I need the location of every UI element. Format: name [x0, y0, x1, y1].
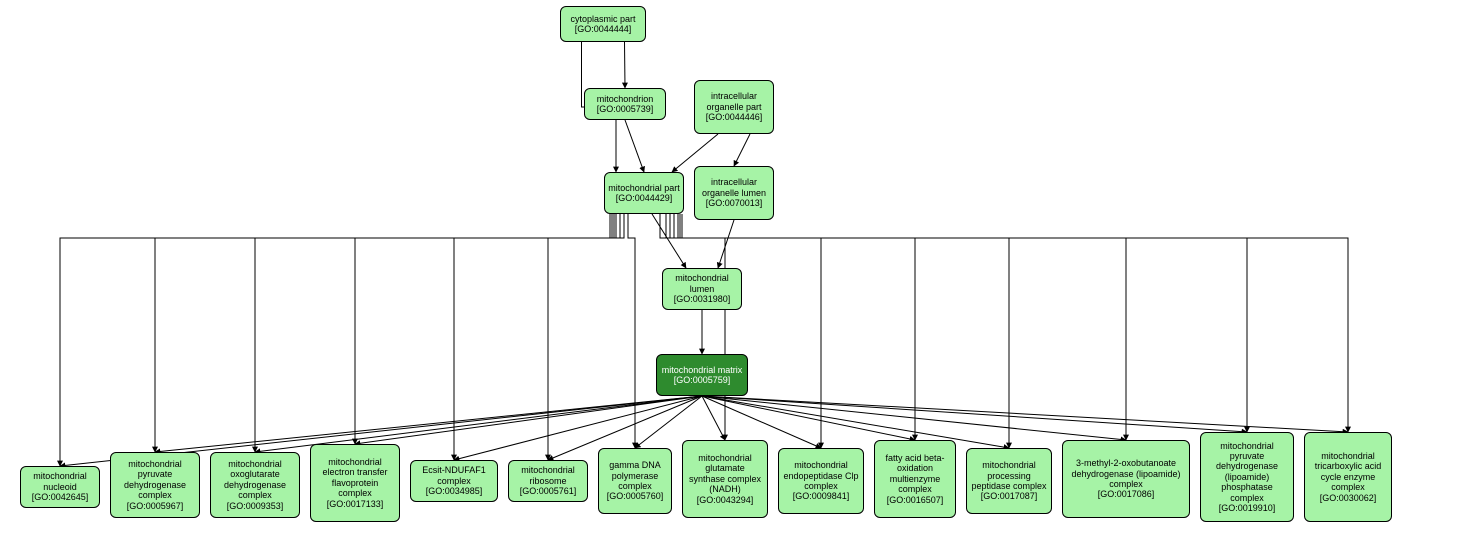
edge	[355, 214, 616, 444]
node-label: mitochondrial processing peptidase compl…	[970, 460, 1048, 491]
edge	[702, 396, 1247, 432]
node-go-id: [GO:0016507]	[887, 495, 944, 505]
node-go-id: [GO:0044429]	[616, 193, 673, 203]
node-leaf_tca[interactable]: mitochondrial tricarboxylic acid cycle e…	[1304, 432, 1392, 522]
node-go-id: [GO:0017087]	[981, 491, 1038, 501]
edge	[155, 396, 702, 452]
edge	[670, 214, 915, 440]
node-go-id: [GO:0017133]	[327, 499, 384, 509]
edge	[628, 214, 635, 448]
node-label: gamma DNA polymerase complex	[602, 460, 668, 491]
node-label: mitochondrial endopeptidase Clp complex	[782, 460, 860, 491]
node-leaf_fatty[interactable]: fatty acid beta-oxidation multienzyme co…	[874, 440, 956, 518]
edge	[652, 214, 686, 268]
node-mito_lumen[interactable]: mitochondrial lumen[GO:0031980]	[662, 268, 742, 310]
node-label: mitochondrial nucleoid	[24, 471, 96, 492]
node-mito_part[interactable]: mitochondrial part[GO:0044429]	[604, 172, 684, 214]
node-go-id: [GO:0005967]	[127, 501, 184, 511]
node-leaf_gamma[interactable]: gamma DNA polymerase complex[GO:0005760]	[598, 448, 672, 514]
edge	[355, 396, 702, 444]
node-go-id: [GO:0005759]	[674, 375, 731, 385]
node-label: mitochondrial part	[608, 183, 680, 193]
node-leaf_glutamate[interactable]: mitochondrial glutamate synthase complex…	[682, 440, 768, 518]
node-go-id: [GO:0042645]	[32, 492, 89, 502]
node-label: mitochondrial lumen	[666, 273, 738, 294]
edge	[702, 396, 915, 440]
node-label: mitochondrial tricarboxylic acid cycle e…	[1308, 451, 1388, 492]
edge	[155, 214, 612, 452]
node-go-id: [GO:0043294]	[697, 495, 754, 505]
edge	[660, 214, 725, 440]
node-go-id: [GO:0030062]	[1320, 493, 1377, 503]
edge	[718, 220, 734, 268]
node-leaf_nucleoid[interactable]: mitochondrial nucleoid[GO:0042645]	[20, 466, 100, 508]
node-go-id: [GO:0005761]	[520, 486, 577, 496]
node-label: mitochondrial glutamate synthase complex…	[686, 453, 764, 494]
node-intra_org_part[interactable]: intracellular organelle part[GO:0044446]	[694, 80, 774, 134]
edge	[625, 120, 644, 172]
edge	[454, 214, 620, 460]
edge	[625, 42, 626, 88]
node-go-id: [GO:0009841]	[793, 491, 850, 501]
node-go-id: [GO:0031980]	[674, 294, 731, 304]
node-go-id: [GO:0019910]	[1219, 503, 1276, 513]
node-go-id: [GO:0017086]	[1098, 489, 1155, 499]
node-go-id: [GO:0034985]	[426, 486, 483, 496]
edge	[666, 214, 821, 448]
node-intra_org_lumen[interactable]: intracellular organelle lumen[GO:0070013…	[694, 166, 774, 220]
node-go-id: [GO:0044446]	[706, 112, 763, 122]
node-leaf_pdhPhos[interactable]: mitochondrial pyruvate dehydrogenase (li…	[1200, 432, 1294, 522]
node-leaf_3methyl[interactable]: 3-methyl-2-oxobutanoate dehydrogenase (l…	[1062, 440, 1190, 518]
edge	[682, 214, 1348, 432]
node-go-id: [GO:0044444]	[575, 24, 632, 34]
node-leaf_processing[interactable]: mitochondrial processing peptidase compl…	[966, 448, 1052, 514]
edge	[680, 214, 1247, 432]
node-cytoplasmic_part[interactable]: cytoplasmic part[GO:0044444]	[560, 6, 646, 42]
edge	[702, 396, 1126, 440]
node-label: mitochondrial ribosome	[512, 465, 584, 486]
node-leaf_oxo[interactable]: mitochondrial oxoglutarate dehydrogenase…	[210, 452, 300, 518]
node-label: mitochondrial oxoglutarate dehydrogenase…	[214, 459, 296, 500]
edge	[678, 214, 1126, 440]
node-label: 3-methyl-2-oxobutanoate dehydrogenase (l…	[1066, 458, 1186, 489]
node-label: mitochondrial electron transfer flavopro…	[314, 457, 396, 498]
edge	[674, 214, 1009, 448]
node-leaf_etf[interactable]: mitochondrial electron transfer flavopro…	[310, 444, 400, 522]
node-go-id: [GO:0005739]	[597, 104, 654, 114]
node-label: cytoplasmic part	[570, 14, 635, 24]
node-go-id: [GO:0009353]	[227, 501, 284, 511]
node-label: fatty acid beta-oxidation multienzyme co…	[878, 453, 952, 494]
node-go-id: [GO:0005760]	[607, 491, 664, 501]
node-mitochondrion[interactable]: mitochondrion[GO:0005739]	[584, 88, 666, 120]
node-label: mitochondrial pyruvate dehydrogenase (li…	[1204, 441, 1290, 503]
edge	[548, 214, 624, 460]
node-mito_matrix[interactable]: mitochondrial matrix[GO:0005759]	[656, 354, 748, 396]
node-leaf_ribosome[interactable]: mitochondrial ribosome[GO:0005761]	[508, 460, 588, 502]
node-label: mitochondrion	[597, 94, 654, 104]
edge	[734, 134, 750, 166]
node-go-id: [GO:0070013]	[706, 198, 763, 208]
edge	[702, 396, 1348, 432]
node-label: Ecsit-NDUFAF1 complex	[414, 465, 494, 486]
node-leaf_ecsit[interactable]: Ecsit-NDUFAF1 complex[GO:0034985]	[410, 460, 498, 502]
node-leaf_pyruvate[interactable]: mitochondrial pyruvate dehydrogenase com…	[110, 452, 200, 518]
node-label: mitochondrial pyruvate dehydrogenase com…	[114, 459, 196, 500]
edge	[702, 396, 725, 440]
node-label: mitochondrial matrix	[662, 365, 743, 375]
edge	[60, 214, 610, 466]
node-label: intracellular organelle part	[698, 91, 770, 112]
edge	[255, 214, 614, 452]
node-label: intracellular organelle lumen	[698, 177, 770, 198]
node-leaf_clp[interactable]: mitochondrial endopeptidase Clp complex[…	[778, 448, 864, 514]
